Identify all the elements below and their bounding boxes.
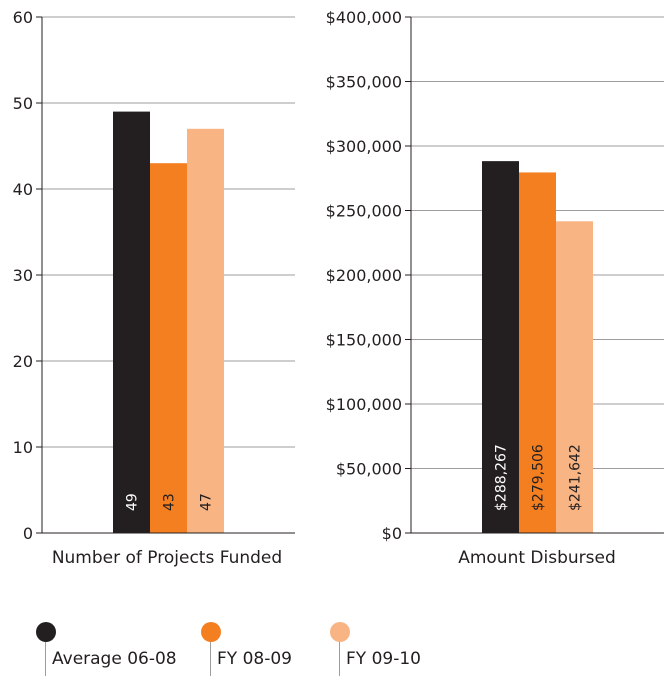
bar-fy-08-09: [150, 163, 187, 533]
y-tick-label: 0: [23, 524, 33, 543]
y-tick-label: $350,000: [326, 73, 402, 92]
data-label: $241,642: [568, 444, 584, 511]
data-label: 47: [199, 493, 215, 511]
y-tick-label: 20: [13, 352, 33, 371]
bar-fy-09-10: [556, 221, 593, 534]
bar-fy-09-10: [187, 128, 224, 534]
bar-fy-08-09: [519, 172, 556, 533]
data-label: $279,506: [531, 444, 547, 511]
y-tick-label: $50,000: [336, 460, 402, 479]
y-tick-label: $0: [382, 524, 402, 543]
bar-average-06-08: [482, 161, 519, 534]
y-tick-label: 50: [13, 94, 33, 113]
y-tick-label: 30: [13, 266, 33, 285]
data-label: 49: [125, 493, 141, 511]
y-tick-label: $250,000: [326, 202, 402, 221]
y-tick-label: $300,000: [326, 137, 402, 156]
y-tick-label: 60: [13, 8, 33, 27]
y-tick-label: $200,000: [326, 266, 402, 285]
bar-average-06-08: [113, 111, 150, 533]
y-tick-label: $100,000: [326, 395, 402, 414]
data-label: $288,267: [494, 444, 510, 511]
y-tick-label: $150,000: [326, 331, 402, 350]
y-tick-label: $400,000: [326, 8, 402, 27]
category-label: Number of Projects Funded: [52, 548, 282, 568]
y-tick-label: 10: [13, 438, 33, 457]
y-tick-label: 40: [13, 180, 33, 199]
data-label: 43: [162, 493, 178, 511]
category-label: Amount Disbursed: [458, 548, 616, 568]
